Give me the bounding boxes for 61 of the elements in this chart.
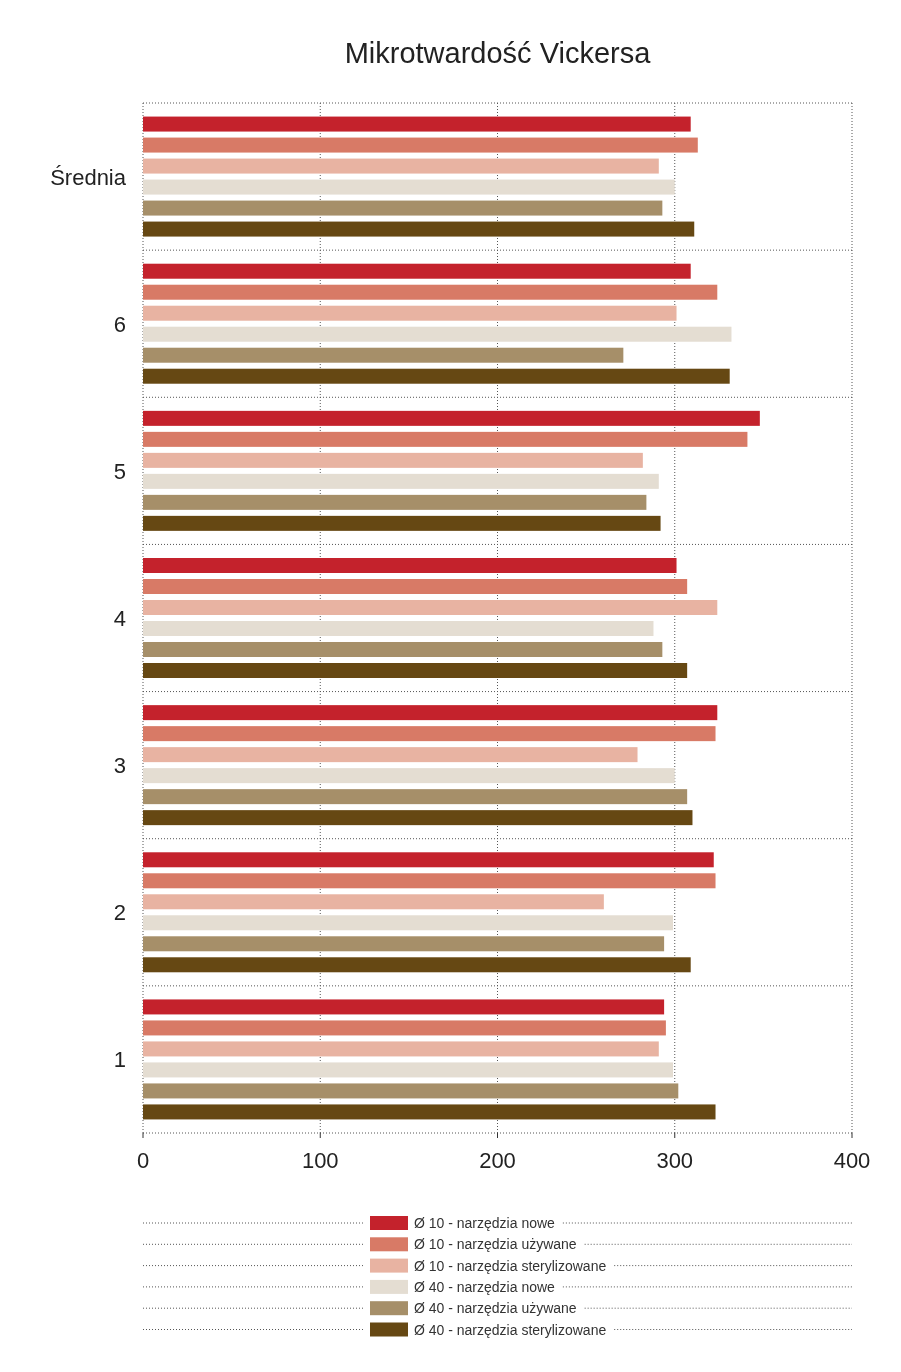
bar [143,452,643,468]
x-tick-label: 200 [479,1148,516,1173]
y-tick-label: 1 [113,1047,126,1073]
bar [143,558,677,573]
bar [143,726,716,742]
y-tick-label: 2 [113,900,126,926]
bar [143,305,677,321]
bar [143,852,714,868]
bar [143,116,691,132]
bar [143,494,647,510]
x-tick-label: 0 [136,1148,150,1173]
bar [143,410,760,426]
legend-label: Ø 40 - narzędzia używane [414,1300,577,1317]
bar [143,1062,673,1078]
legend-label: Ø 10 - narzędzia używane [414,1236,577,1253]
legend-label: Ø 40 - narzędzia nowe [414,1278,556,1295]
bar [143,200,663,216]
bar [143,579,688,594]
bar [143,368,730,384]
x-tick-label: 100 [301,1148,339,1173]
bar [143,894,604,910]
bar [143,999,665,1015]
bar [143,1083,679,1099]
bar [143,473,659,489]
x-tick-label: 400 [833,1148,871,1173]
bar [143,263,691,279]
bar [143,1020,666,1036]
bar [143,810,693,826]
bar [143,705,718,721]
bar [143,915,673,931]
bar [143,936,665,952]
x-tick-label: 300 [656,1148,694,1173]
bar [143,1041,659,1057]
bar [143,515,661,531]
bar [143,873,716,889]
bar [143,221,695,237]
y-tick-label: 3 [113,753,126,779]
y-tick-label: Średnia [50,164,127,190]
bar [143,158,659,174]
bar [143,284,718,300]
bar [143,747,638,763]
bar [143,642,663,657]
bar [143,621,654,636]
legend-label: Ø 10 - narzędzia sterylizowane [414,1257,607,1274]
y-tick-label: 5 [113,458,126,484]
bar [143,179,675,195]
bar [143,347,624,363]
bar [143,137,698,153]
bar [143,1104,716,1120]
bar [143,957,691,973]
bar [143,326,732,342]
bar [143,789,688,805]
bar [143,431,748,447]
y-tick-label: 4 [113,606,126,631]
bar [143,768,675,784]
bar [143,600,718,615]
bar [143,663,688,678]
legend-label: Ø 10 - narzędzia nowe [414,1215,556,1231]
chart-title: Mikrotwardość Vickersa [344,37,652,69]
legend-label: Ø 40 - narzędzia sterylizowane [414,1321,607,1338]
y-tick-label: 6 [113,311,126,337]
